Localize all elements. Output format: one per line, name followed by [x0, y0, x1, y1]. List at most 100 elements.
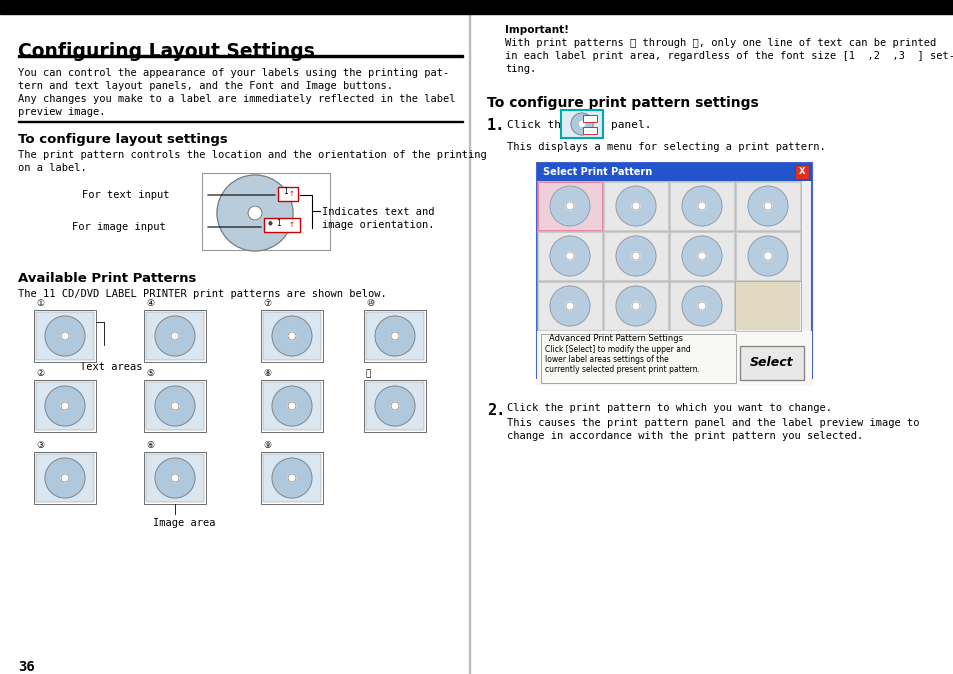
- Circle shape: [565, 302, 574, 310]
- Bar: [735, 232, 800, 280]
- Circle shape: [565, 252, 574, 260]
- Text: Click the print pattern to which you want to change.: Click the print pattern to which you wan…: [506, 403, 831, 413]
- Text: ⑩: ⑩: [366, 299, 374, 308]
- Bar: [537, 163, 811, 181]
- Bar: [740, 346, 803, 380]
- Bar: [36, 454, 94, 502]
- Circle shape: [550, 286, 589, 326]
- Circle shape: [272, 386, 312, 426]
- Bar: [18, 55, 462, 57]
- Text: Click the: Click the: [506, 120, 567, 130]
- Circle shape: [375, 316, 415, 356]
- Text: You can control the appearance of your labels using the printing pat-: You can control the appearance of your l…: [18, 68, 449, 78]
- Bar: [34, 380, 96, 432]
- Bar: [735, 282, 800, 330]
- Text: For image input: For image input: [71, 222, 166, 232]
- Text: ②: ②: [36, 369, 44, 378]
- Text: Any changes you make to a label are immediately reflected in the label: Any changes you make to a label are imme…: [18, 94, 455, 104]
- Bar: [277, 187, 297, 201]
- Circle shape: [616, 286, 656, 326]
- Bar: [366, 382, 423, 430]
- Text: Indicates text and: Indicates text and: [322, 207, 434, 217]
- Circle shape: [698, 302, 705, 310]
- Text: Important!: Important!: [504, 25, 568, 35]
- Text: 1: 1: [283, 187, 287, 195]
- Text: With print patterns ⓗ through ⓚ, only one line of text can be printed: With print patterns ⓗ through ⓚ, only on…: [504, 38, 935, 48]
- Text: Configuring Layout Settings: Configuring Layout Settings: [18, 42, 314, 61]
- Circle shape: [61, 402, 69, 410]
- Text: ●: ●: [268, 220, 273, 226]
- Circle shape: [578, 121, 584, 127]
- Circle shape: [571, 113, 593, 135]
- Text: ⑨: ⑨: [263, 441, 271, 450]
- Circle shape: [61, 474, 69, 482]
- Bar: [263, 312, 320, 360]
- Text: ⑦: ⑦: [263, 299, 271, 308]
- Text: 36: 36: [18, 660, 34, 674]
- Text: tern and text layout panels, and the Font and Image buttons.: tern and text layout panels, and the Fon…: [18, 81, 393, 91]
- Bar: [36, 312, 94, 360]
- Bar: [146, 454, 204, 502]
- Bar: [603, 232, 667, 280]
- Text: change in accordance with the print pattern you selected.: change in accordance with the print patt…: [506, 431, 862, 441]
- Bar: [202, 173, 330, 250]
- Bar: [669, 232, 733, 280]
- Text: Select: Select: [749, 357, 793, 369]
- Text: ⑥: ⑥: [146, 441, 154, 450]
- Text: in each label print area, regardless of the font size [1  ,2  ,3  ] set-: in each label print area, regardless of …: [504, 51, 953, 61]
- Bar: [560, 110, 602, 138]
- Circle shape: [631, 202, 639, 210]
- Bar: [264, 218, 299, 232]
- Bar: [669, 282, 733, 330]
- Bar: [582, 115, 597, 122]
- Text: ⑧: ⑧: [263, 369, 271, 378]
- Circle shape: [681, 236, 721, 276]
- Text: ↑: ↑: [289, 222, 294, 228]
- Bar: [603, 282, 667, 330]
- Bar: [669, 182, 733, 230]
- Bar: [36, 382, 94, 430]
- Circle shape: [698, 252, 705, 260]
- Bar: [603, 182, 667, 230]
- Text: This displays a menu for selecting a print pattern.: This displays a menu for selecting a pri…: [506, 142, 825, 152]
- Circle shape: [565, 202, 574, 210]
- Circle shape: [616, 186, 656, 226]
- Text: ⑪: ⑪: [366, 369, 371, 378]
- Bar: [144, 310, 206, 362]
- Bar: [537, 282, 601, 330]
- Text: lower label areas settings of the: lower label areas settings of the: [544, 355, 668, 364]
- Text: ⑤: ⑤: [146, 369, 154, 378]
- Bar: [735, 182, 800, 230]
- Circle shape: [391, 402, 398, 410]
- Circle shape: [248, 206, 262, 220]
- Text: ting.: ting.: [504, 64, 536, 74]
- Text: Available Print Patterns: Available Print Patterns: [18, 272, 196, 285]
- Circle shape: [550, 236, 589, 276]
- Circle shape: [272, 316, 312, 356]
- Bar: [261, 452, 323, 504]
- Bar: [469, 14, 470, 674]
- Bar: [537, 232, 601, 280]
- Circle shape: [616, 236, 656, 276]
- Circle shape: [681, 286, 721, 326]
- Bar: [364, 310, 426, 362]
- Bar: [34, 452, 96, 504]
- Circle shape: [288, 474, 295, 482]
- Text: on a label.: on a label.: [18, 163, 87, 173]
- Circle shape: [550, 186, 589, 226]
- Bar: [34, 310, 96, 362]
- Circle shape: [45, 386, 85, 426]
- Bar: [582, 127, 597, 134]
- Text: Advanced Print Pattern Settings: Advanced Print Pattern Settings: [548, 334, 682, 343]
- Circle shape: [391, 332, 398, 340]
- Circle shape: [45, 316, 85, 356]
- Circle shape: [154, 458, 194, 498]
- Text: ③: ③: [36, 441, 44, 450]
- Circle shape: [216, 175, 293, 251]
- Bar: [261, 310, 323, 362]
- Circle shape: [61, 332, 69, 340]
- Circle shape: [45, 458, 85, 498]
- Bar: [537, 331, 811, 386]
- Bar: [366, 312, 423, 360]
- Bar: [537, 182, 601, 230]
